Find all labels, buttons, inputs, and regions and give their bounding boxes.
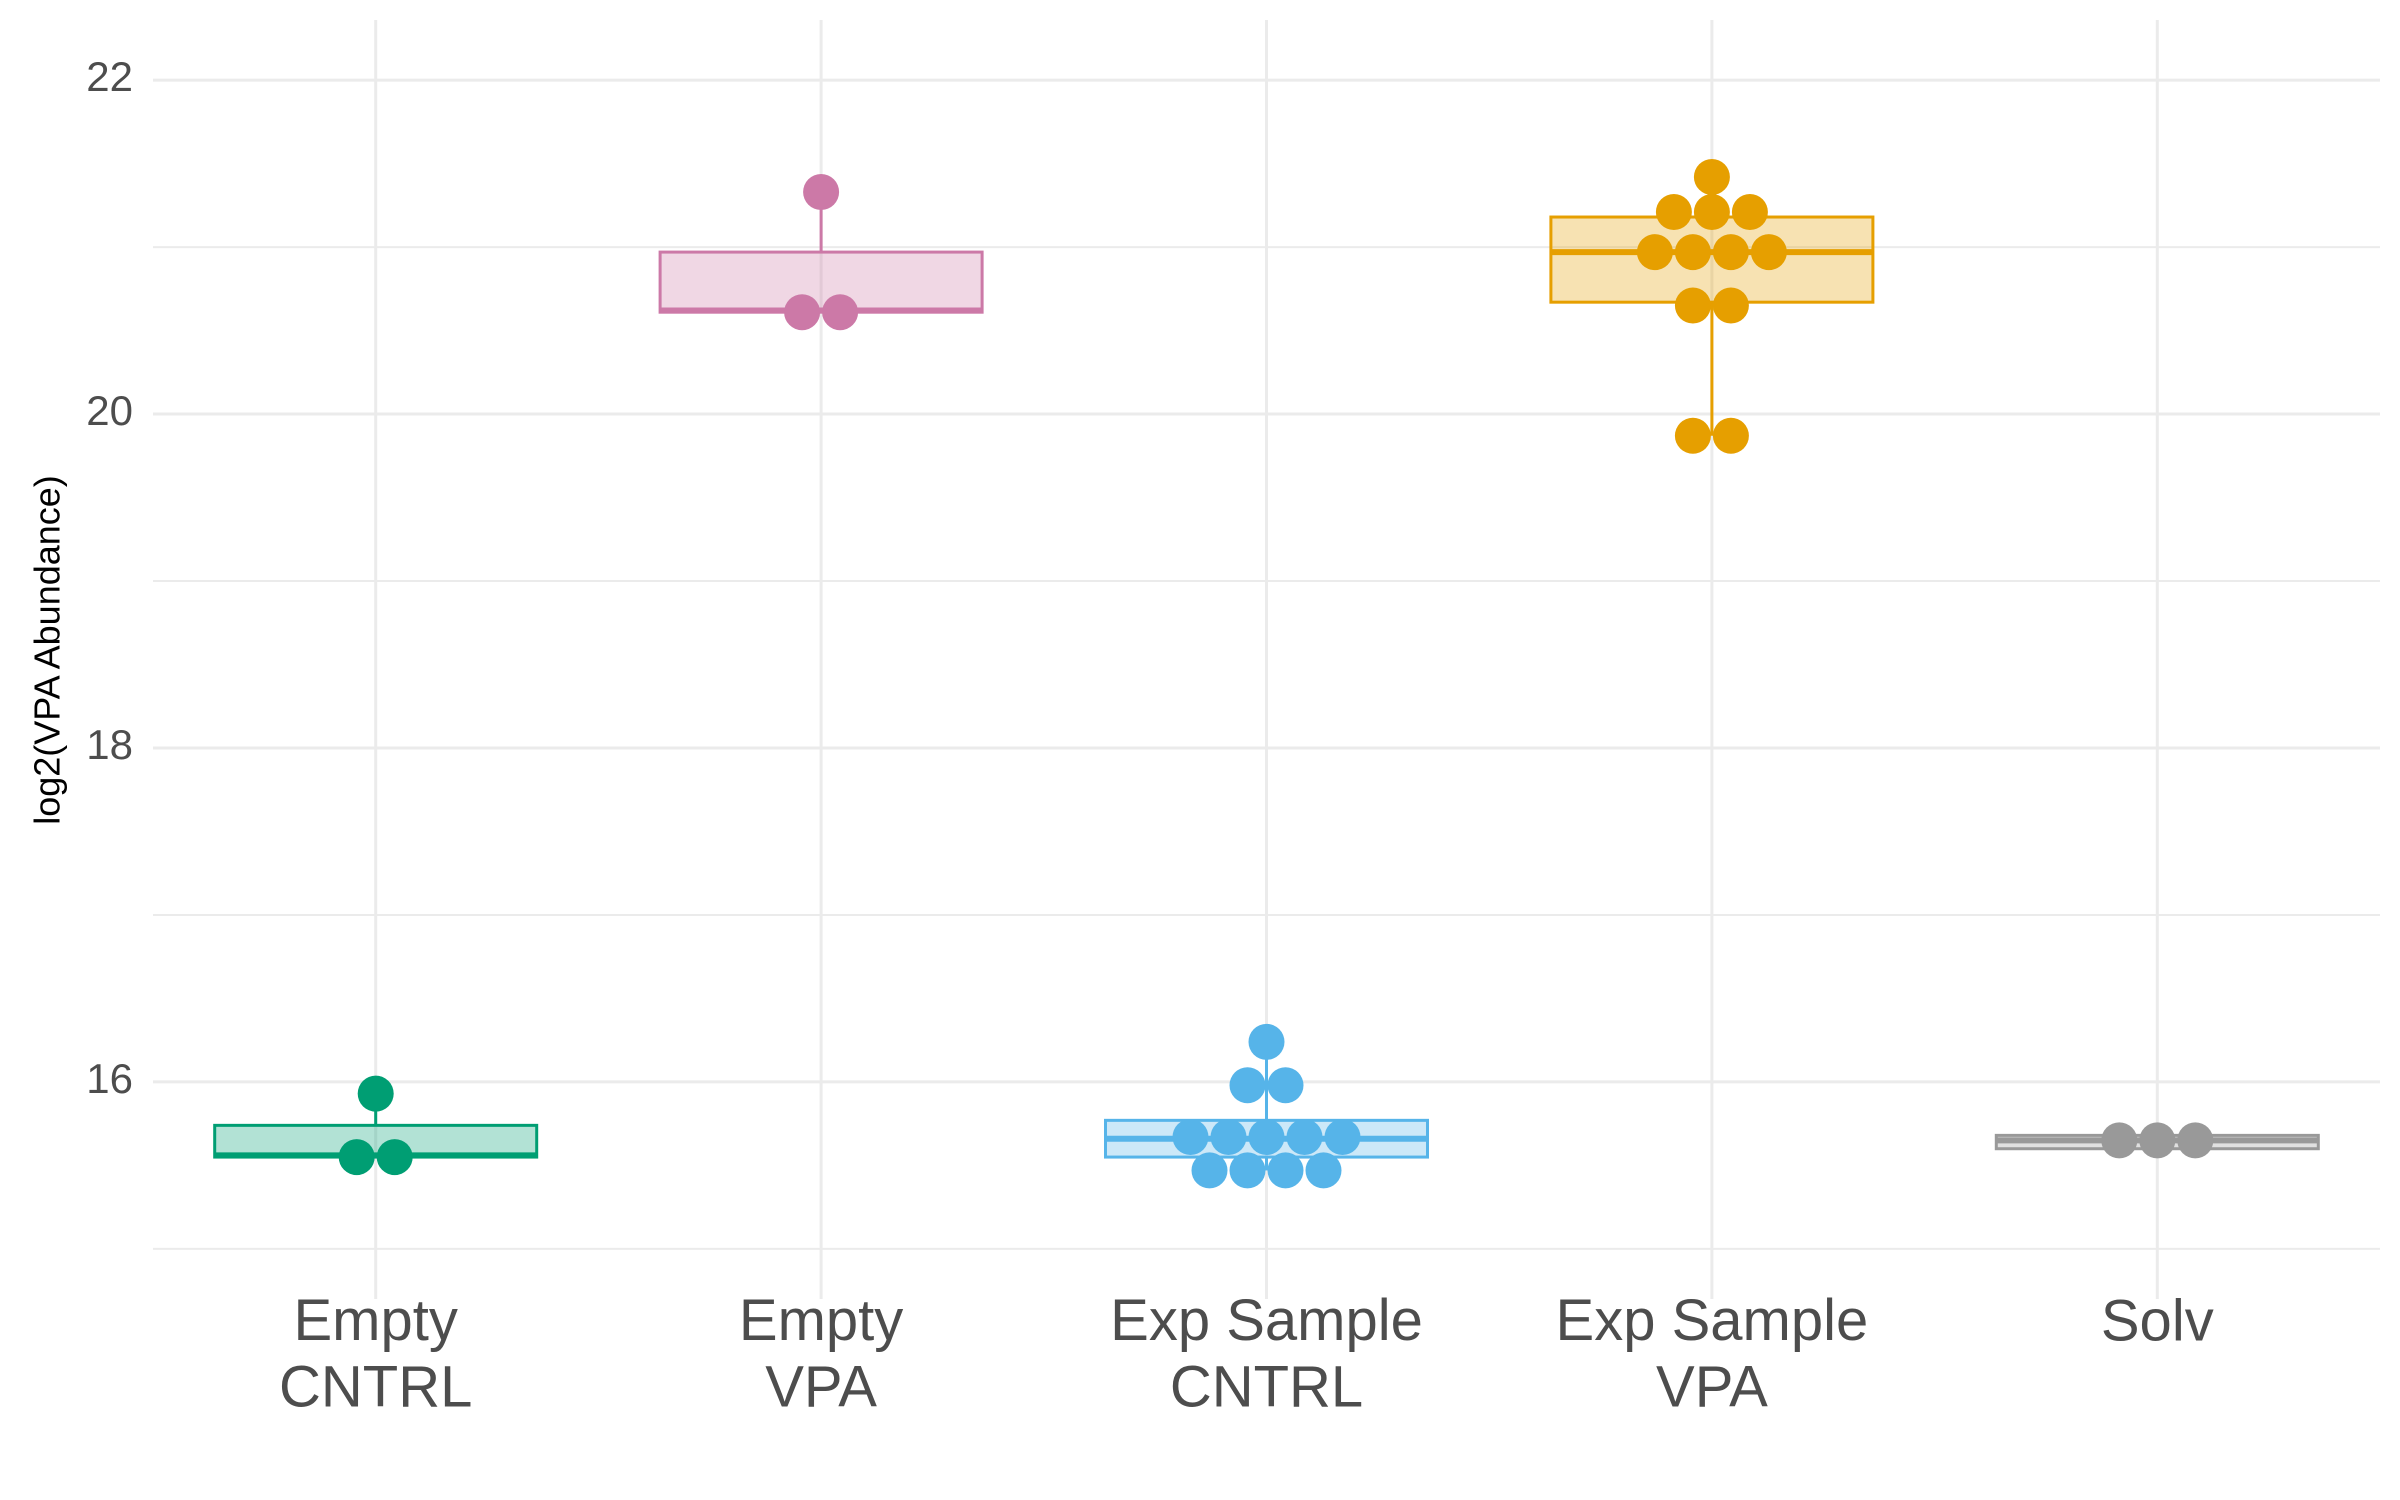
dot: [1731, 194, 1768, 231]
dot: [1305, 1152, 1342, 1189]
y-tick-label: 16: [86, 1055, 133, 1102]
dot: [1693, 158, 1730, 195]
dot: [1172, 1119, 1209, 1156]
dot: [822, 294, 859, 331]
dot: [1655, 194, 1692, 231]
dot: [1210, 1119, 1247, 1156]
dot: [2139, 1122, 2176, 1159]
dot: [1248, 1023, 1285, 1060]
y-tick-label: 20: [86, 387, 133, 434]
dot: [1750, 234, 1787, 271]
dot: [1324, 1119, 1361, 1156]
x-tick-label: Empty VPA: [739, 1288, 903, 1420]
dot: [1712, 287, 1749, 324]
box: [658, 250, 984, 314]
dot: [1229, 1067, 1266, 1104]
x-tick-label: Exp Sample CNTRL: [1110, 1288, 1423, 1420]
dot: [1712, 234, 1749, 271]
dot: [803, 173, 840, 210]
dot: [1693, 194, 1730, 231]
y-tick-label: 22: [86, 53, 133, 100]
dot: [1286, 1119, 1323, 1156]
dot: [376, 1139, 413, 1176]
dot: [1191, 1152, 1228, 1189]
dot: [1674, 234, 1711, 271]
dot: [1267, 1152, 1304, 1189]
dot: [1674, 287, 1711, 324]
dot: [1674, 417, 1711, 454]
dot: [2177, 1122, 2214, 1159]
dot: [1248, 1119, 1285, 1156]
x-tick-label: Exp Sample VPA: [1556, 1288, 1869, 1420]
dot: [1267, 1067, 1304, 1104]
dot: [1712, 417, 1749, 454]
box: [213, 1123, 539, 1159]
dot: [357, 1075, 394, 1112]
y-axis-title: log2(VPA Abundance): [27, 475, 68, 825]
dot: [1229, 1152, 1266, 1189]
dot: [784, 294, 821, 331]
y-tick-label: 18: [86, 721, 133, 768]
x-tick-label: Empty CNTRL: [279, 1288, 472, 1420]
dot: [1636, 234, 1673, 271]
dot: [2101, 1122, 2138, 1159]
x-tick-label: Solv: [2101, 1288, 2214, 1353]
dot: [338, 1139, 375, 1176]
